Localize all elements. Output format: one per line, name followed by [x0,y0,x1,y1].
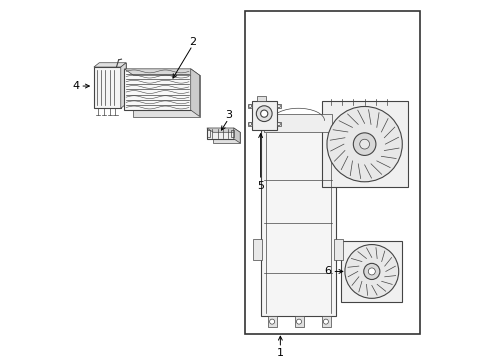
Bar [276,104,281,108]
Circle shape [248,105,251,108]
Text: 5: 5 [257,181,264,191]
Polygon shape [190,69,199,117]
Text: 3: 3 [224,111,231,121]
Circle shape [277,123,280,126]
Bar [253,239,262,260]
Bar [267,316,276,327]
Polygon shape [251,101,276,130]
Polygon shape [133,75,199,117]
Bar [244,12,419,334]
Polygon shape [260,130,335,316]
Bar [247,104,252,108]
Bar [333,239,343,260]
Polygon shape [99,63,126,104]
Bar [321,316,330,327]
Text: 6: 6 [324,266,331,276]
Circle shape [323,319,328,324]
Bar [341,241,402,302]
Polygon shape [124,69,199,75]
Circle shape [326,107,402,182]
Bar [276,122,281,126]
Circle shape [367,268,374,275]
Polygon shape [321,125,335,270]
Text: 4: 4 [72,81,80,91]
Bar [321,101,407,187]
Bar [247,122,252,126]
Bar [294,316,303,327]
Circle shape [248,123,251,126]
Polygon shape [121,63,126,108]
Polygon shape [213,132,240,143]
Polygon shape [206,128,233,139]
Polygon shape [94,63,126,67]
Bar [264,114,332,132]
Polygon shape [206,128,240,132]
Circle shape [296,319,301,324]
Circle shape [256,106,271,122]
Circle shape [277,105,280,108]
Circle shape [269,319,274,324]
Circle shape [260,110,267,117]
Polygon shape [94,67,121,108]
Text: 2: 2 [188,37,196,47]
Text: 1: 1 [276,348,283,358]
Polygon shape [233,128,240,143]
Circle shape [344,244,398,298]
Polygon shape [124,69,190,110]
Circle shape [359,139,369,149]
Circle shape [353,133,375,156]
Circle shape [363,264,379,279]
Bar [257,96,265,101]
